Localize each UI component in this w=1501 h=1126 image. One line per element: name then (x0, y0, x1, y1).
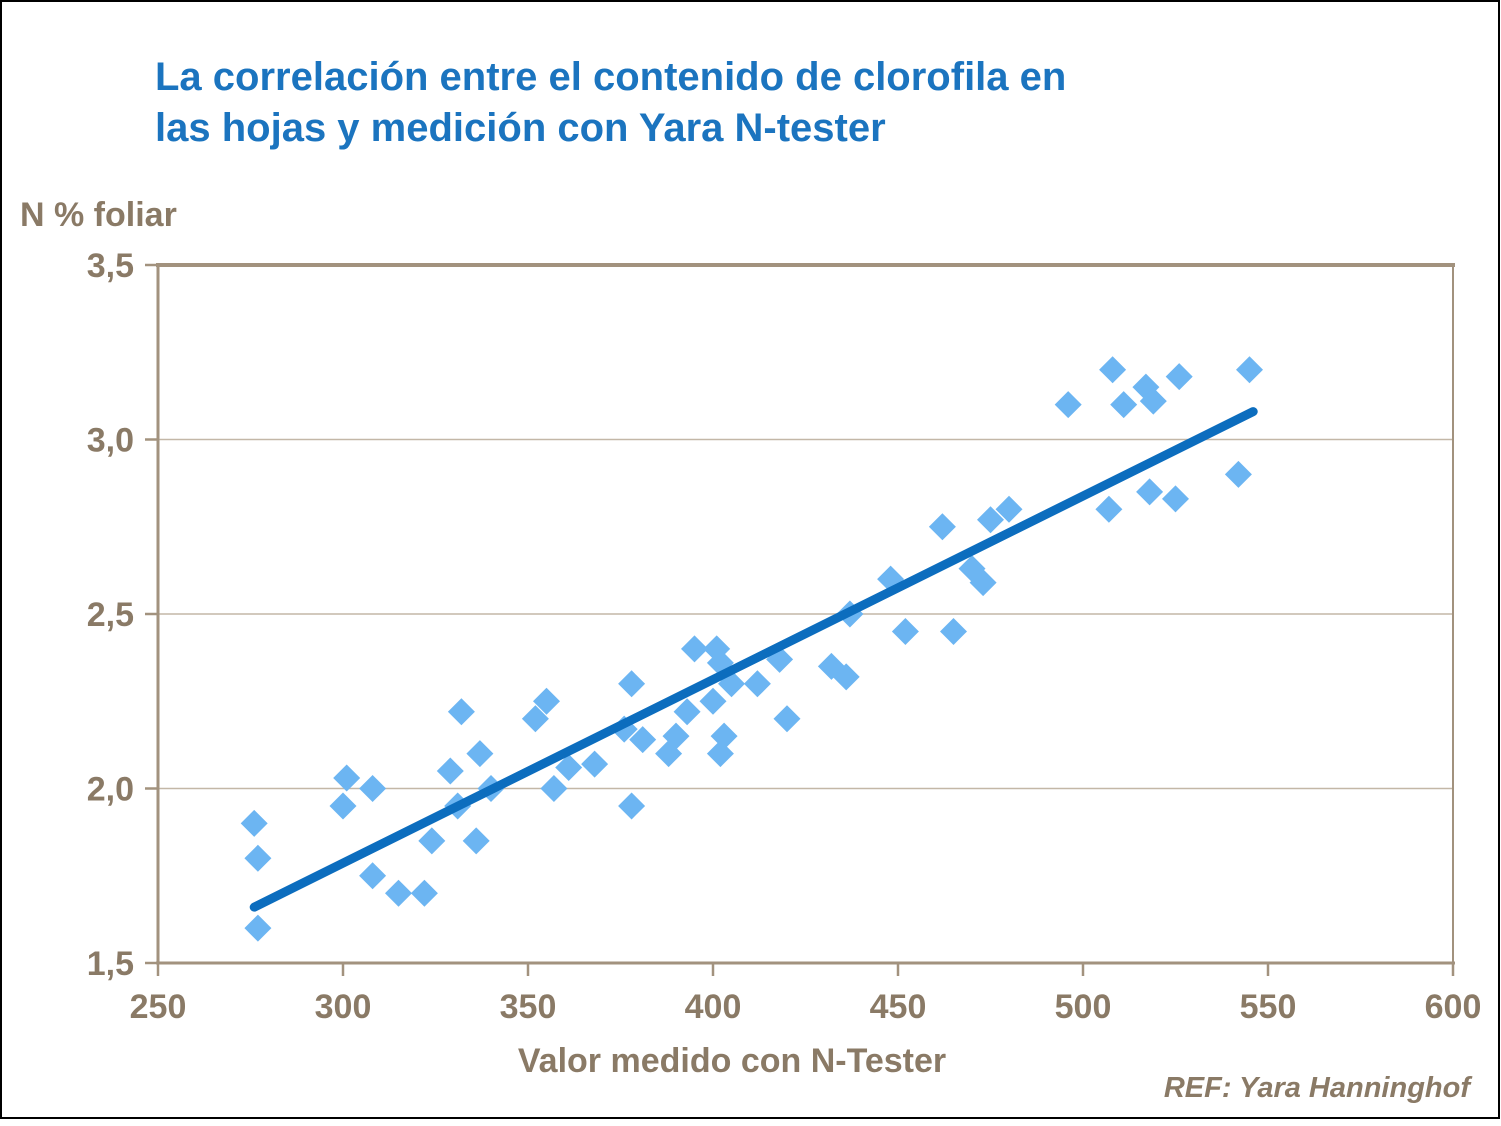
y-tick-label: 3,5 (87, 247, 134, 285)
scatter-point (773, 705, 801, 733)
scatter-point (1110, 391, 1138, 419)
scatter-point (1136, 478, 1164, 506)
scatter-point (1165, 363, 1193, 391)
chart-title: La correlación entre el contenido de clo… (155, 52, 1066, 154)
scatter-point (555, 754, 583, 782)
scatter-point (359, 775, 387, 802)
scatter-point (995, 495, 1023, 523)
y-tick-label: 3,0 (87, 422, 134, 460)
scatter-point (240, 809, 268, 837)
scatter-point (329, 792, 357, 820)
chart-title-line2: las hojas y medición con Yara N-tester (155, 106, 886, 150)
scatter-point (359, 862, 387, 890)
scatter-point (1236, 356, 1263, 384)
scatter-point (581, 750, 609, 778)
scatter-point (891, 617, 919, 645)
trend-line-segment (249, 407, 1258, 912)
y-axis-title: N % foliar (20, 196, 177, 234)
x-tick-label: 250 (130, 988, 187, 1026)
x-axis-title: Valor medido con N-Tester (517, 1042, 947, 1080)
scatter-point (618, 670, 646, 698)
axes-and-frame (145, 263, 1455, 976)
scatter-point (618, 792, 646, 820)
scatter-point (743, 670, 771, 698)
scatter-point (706, 740, 734, 768)
scatter-point (244, 844, 272, 872)
scatter-point (1095, 495, 1123, 523)
scatter-point (333, 764, 361, 792)
chart-title-line1: La correlación entre el contenido de clo… (155, 55, 1067, 99)
scatter-point (418, 827, 446, 855)
x-tick-label: 550 (1240, 988, 1297, 1026)
scatter-point (244, 914, 272, 942)
gridlines (158, 438, 1453, 790)
scatter-point (832, 663, 860, 691)
scatter-point (681, 635, 708, 663)
scatter-point (629, 726, 657, 754)
scatter-point (466, 740, 494, 768)
scatter-point (928, 513, 956, 541)
scatter-points (240, 356, 1263, 942)
scatter-point (940, 617, 967, 645)
x-tick-label: 300 (315, 988, 372, 1026)
x-tick-label: 500 (1055, 988, 1112, 1026)
scatter-point (710, 722, 738, 750)
scatter-point (1099, 356, 1127, 384)
trend-line (249, 407, 1258, 912)
scatter-point (540, 775, 568, 802)
y-tick-label: 1,5 (87, 945, 134, 983)
scatter-point (521, 705, 549, 733)
scatter-point (447, 698, 475, 726)
tick-labels: 250 300 350 400 450 500 550 600 1,5 2,0 2,5 3,0 3,5 (87, 247, 1482, 1026)
scatter-point (1224, 460, 1252, 488)
reference-note: REF: Yara Hanninghof (1163, 1072, 1470, 1104)
scatter-point (385, 879, 412, 907)
x-tick-label: 450 (870, 988, 927, 1026)
scatter-point (1139, 387, 1167, 415)
scatter-point (977, 506, 1004, 534)
scatter-point (969, 569, 997, 597)
y-tick-label: 2,0 (87, 771, 134, 809)
scatter-point (533, 687, 560, 715)
scatter-point (699, 687, 727, 715)
scatter-point (662, 722, 690, 750)
y-tick-label: 2,5 (87, 596, 134, 634)
scatter-point (462, 827, 490, 855)
scatter-point (1054, 391, 1082, 419)
x-tick-label: 350 (500, 988, 557, 1026)
scatter-point (410, 879, 438, 907)
x-tick-label: 400 (685, 988, 742, 1026)
scatter-point (436, 757, 464, 785)
scatter-point (673, 698, 701, 726)
x-tick-label: 600 (1425, 988, 1482, 1026)
scatter-point (1162, 485, 1189, 513)
